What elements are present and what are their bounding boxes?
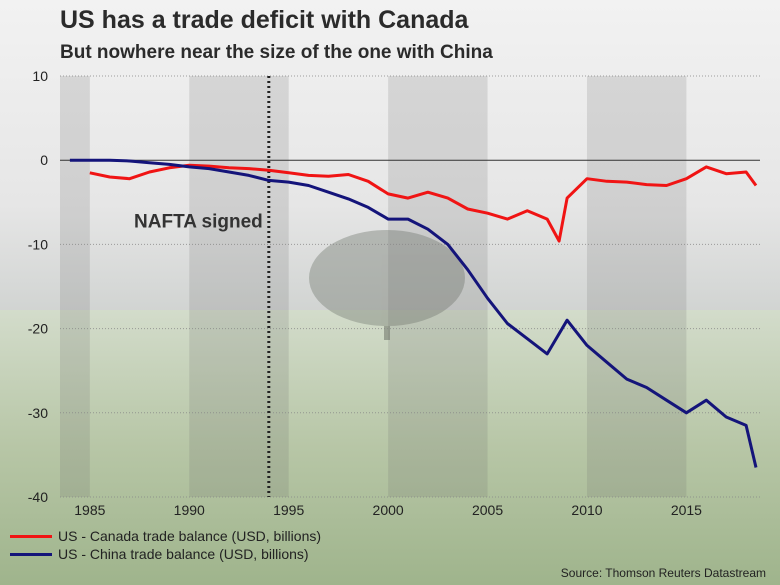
y-tick-label: 0 — [40, 152, 48, 168]
series-lines — [69, 158, 758, 468]
year-band — [60, 76, 90, 497]
y-tick-label: 10 — [32, 68, 48, 84]
x-tick-label: 1995 — [273, 502, 304, 518]
x-tick-label: 2005 — [472, 502, 503, 518]
legend-item-canada: US - Canada trade balance (USD, billions… — [10, 527, 321, 545]
legend: US - Canada trade balance (USD, billions… — [10, 527, 321, 563]
year-band — [388, 76, 488, 497]
y-axis-ticks: 10 0 -10 -20 -30 -40 — [28, 68, 48, 505]
legend-swatch-china — [10, 552, 52, 556]
legend-label-china: US - China trade balance (USD, billions) — [58, 546, 309, 562]
year-bands — [60, 76, 687, 497]
x-tick-label: 2015 — [671, 502, 702, 518]
chart-subtitle: But nowhere near the size of the one wit… — [60, 42, 493, 63]
legend-label-canada: US - Canada trade balance (USD, billions… — [58, 528, 322, 544]
x-axis-ticks: 1985 1990 1995 2000 2005 2010 2015 — [74, 502, 702, 518]
year-band — [189, 76, 289, 497]
nafta-annotation: NAFTA signed — [134, 212, 263, 233]
series-line-canada — [89, 163, 758, 243]
y-tick-label: -20 — [28, 321, 48, 337]
series-line-china — [69, 158, 758, 468]
chart-title: US has a trade deficit with Canada — [60, 6, 469, 34]
x-tick-label: 2000 — [373, 502, 404, 518]
y-tick-label: -10 — [28, 236, 48, 252]
legend-swatch-canada — [10, 534, 52, 538]
y-tick-label: -40 — [28, 489, 48, 505]
legend-item-china: US - China trade balance (USD, billions) — [10, 545, 321, 563]
x-tick-label: 1985 — [74, 502, 105, 518]
x-tick-label: 2010 — [571, 502, 602, 518]
y-tick-label: -30 — [28, 405, 48, 421]
source-note: Source: Thomson Reuters Datastream — [560, 566, 766, 580]
tree-silhouette — [309, 230, 465, 340]
year-band — [586, 76, 687, 497]
x-tick-label: 1990 — [174, 502, 205, 518]
